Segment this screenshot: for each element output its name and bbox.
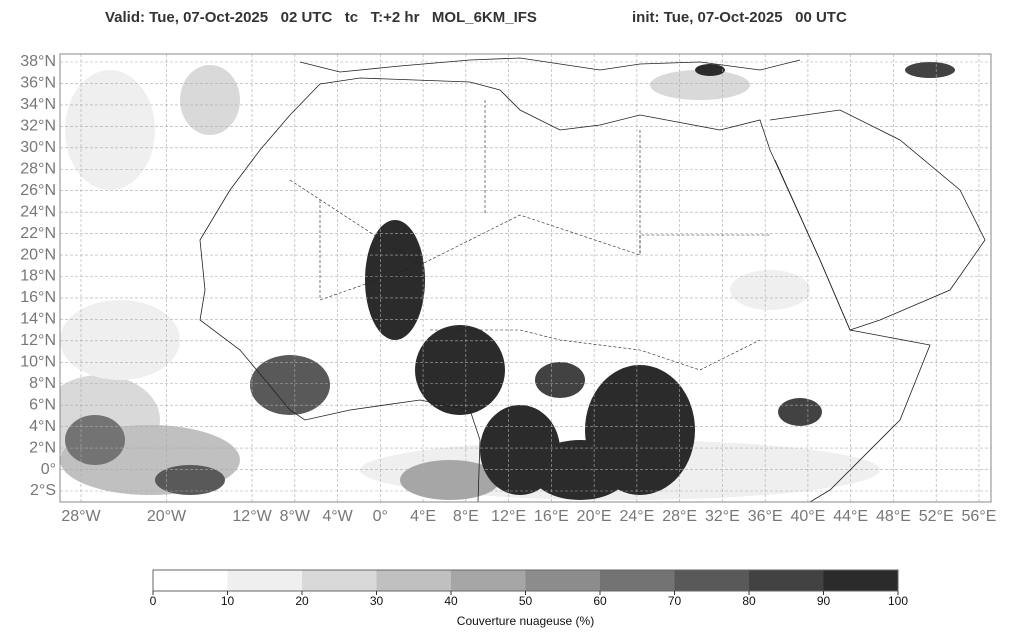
title-valid: Valid: Tue, 07-Oct-2025 02 UTC tc T:+2 h… bbox=[105, 9, 537, 26]
lat-tick-label: 4°N bbox=[29, 418, 56, 435]
lat-tick-label: 32°N bbox=[20, 118, 56, 135]
colorbar-tick-label: 70 bbox=[668, 594, 682, 608]
lon-tick-label: 48°E bbox=[876, 508, 911, 525]
colorbar-tick-label: 90 bbox=[817, 594, 831, 608]
lat-tick-label: 12°N bbox=[20, 332, 56, 349]
lat-tick-label: 18°N bbox=[20, 268, 56, 285]
lat-tick-label: 24°N bbox=[20, 203, 56, 220]
lat-tick-label: 6°N bbox=[29, 396, 56, 413]
lat-tick-label: 20°N bbox=[20, 246, 56, 263]
lon-tick-label: 52°E bbox=[919, 508, 954, 525]
colorbar-segment bbox=[153, 570, 228, 591]
colorbar-label: Couverture nuageuse (%) bbox=[457, 614, 594, 628]
lon-tick-label: 56°E bbox=[962, 508, 997, 525]
lon-tick-label: 28°E bbox=[662, 508, 697, 525]
colorbar-segment bbox=[302, 570, 377, 591]
colorbar-segment bbox=[451, 570, 526, 591]
lon-tick-label: 24°E bbox=[619, 508, 654, 525]
lat-tick-label: 8°N bbox=[29, 375, 56, 392]
lat-tick-label: 14°N bbox=[20, 311, 56, 328]
colorbar-segment bbox=[376, 570, 451, 591]
lon-tick-label: 8°E bbox=[453, 508, 479, 525]
lat-tick-label: 34°N bbox=[20, 96, 56, 113]
lon-tick-label: 16°E bbox=[534, 508, 569, 525]
lat-tick-label: 28°N bbox=[20, 160, 56, 177]
lon-tick-label: 36°E bbox=[748, 508, 783, 525]
lat-tick-label: 36°N bbox=[20, 75, 56, 92]
colorbar-tick-label: 30 bbox=[370, 594, 384, 608]
lon-tick-label: 0° bbox=[373, 508, 388, 525]
lat-tick-label: 2°S bbox=[30, 482, 56, 499]
lon-tick-label: 12°W bbox=[232, 508, 272, 525]
lon-tick-label: 12°E bbox=[491, 508, 526, 525]
map-frame bbox=[59, 53, 992, 503]
lon-tick-label: 28°W bbox=[61, 508, 101, 525]
lat-tick-label: 10°N bbox=[20, 354, 56, 371]
lon-tick-label: 20°E bbox=[577, 508, 612, 525]
lon-tick-label: 4°W bbox=[322, 508, 353, 525]
lon-tick-label: 4°E bbox=[410, 508, 436, 525]
colorbar-tick-label: 20 bbox=[295, 594, 309, 608]
cloud-field bbox=[60, 62, 955, 500]
title-init: init: Tue, 07-Oct-2025 00 UTC bbox=[632, 9, 847, 26]
colorbar-segment bbox=[823, 570, 898, 591]
lat-tick-label: 26°N bbox=[20, 182, 56, 199]
lat-tick-label: 2°N bbox=[29, 439, 56, 456]
lon-tick-label: 40°E bbox=[790, 508, 825, 525]
colorbar-segment bbox=[227, 570, 302, 591]
colorbar-tick-label: 50 bbox=[519, 594, 533, 608]
colorbar-segment bbox=[600, 570, 675, 591]
colorbar-segment bbox=[525, 570, 600, 591]
lon-tick-label: 32°E bbox=[705, 508, 740, 525]
lat-tick-label: 30°N bbox=[20, 139, 56, 156]
lat-tick-label: 16°N bbox=[20, 289, 56, 306]
lon-tick-label: 8°W bbox=[280, 508, 311, 525]
colorbar-tick-label: 60 bbox=[593, 594, 607, 608]
colorbar-segment bbox=[749, 570, 824, 591]
colorbar-segment bbox=[674, 570, 749, 591]
lon-tick-label: 20°W bbox=[147, 508, 187, 525]
colorbar-tick-label: 0 bbox=[150, 594, 157, 608]
coastlines bbox=[199, 57, 986, 502]
lat-tick-label: 22°N bbox=[20, 225, 56, 242]
colorbar-tick-label: 100 bbox=[888, 594, 908, 608]
lat-tick-label: 38°N bbox=[20, 53, 56, 70]
lat-tick-label: 0° bbox=[41, 461, 56, 478]
colorbar-tick-label: 10 bbox=[221, 594, 235, 608]
colorbar-tick-label: 40 bbox=[444, 594, 458, 608]
lon-tick-label: 44°E bbox=[833, 508, 868, 525]
colorbar-tick-label: 80 bbox=[742, 594, 756, 608]
